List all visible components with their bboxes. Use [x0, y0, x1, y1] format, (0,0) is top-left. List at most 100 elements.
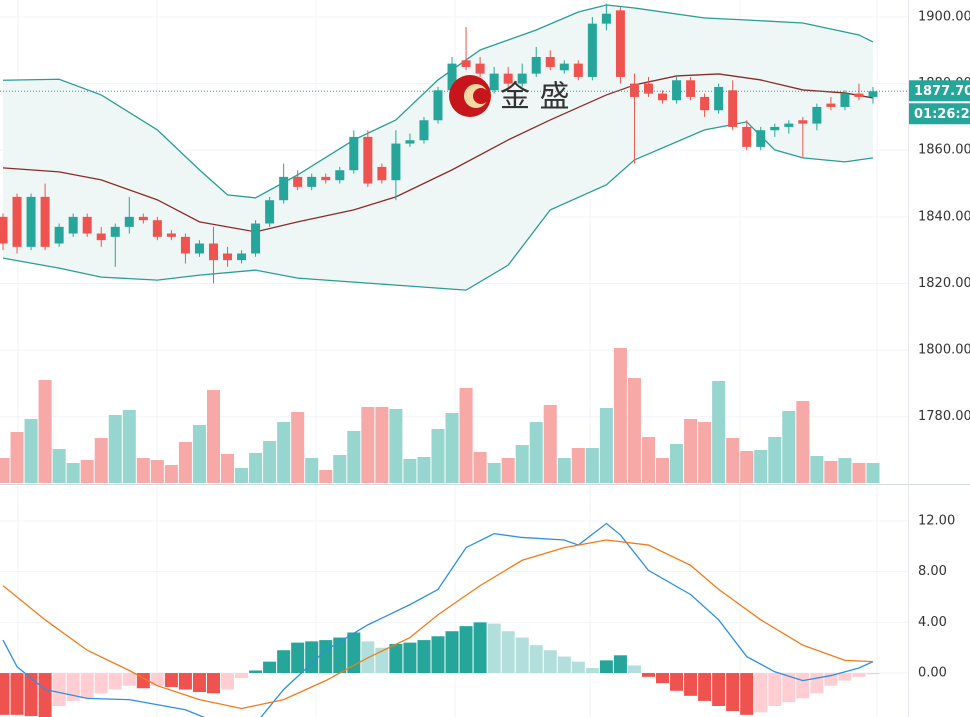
- volume-bar: [221, 454, 235, 483]
- candle-body: [377, 166, 387, 181]
- volume-bar: [838, 458, 852, 483]
- histogram-bar: [810, 673, 824, 694]
- candle-body: [405, 140, 415, 144]
- volume-bar: [557, 458, 571, 483]
- volume-bar: [656, 458, 670, 483]
- volume-bar: [684, 419, 698, 483]
- candle-body: [40, 196, 50, 247]
- volume-bar: [66, 463, 80, 483]
- volume-bar: [108, 415, 122, 483]
- candle-body: [180, 236, 190, 254]
- volume-bar: [712, 381, 726, 483]
- volume-bar: [38, 380, 52, 483]
- volume-bar: [403, 459, 417, 483]
- indicator-line: [2, 522, 874, 717]
- volume-bar: [852, 463, 866, 483]
- volume-bar: [740, 451, 754, 483]
- volume-bar: [641, 437, 655, 483]
- candle-body: [110, 226, 120, 237]
- candle-body: [461, 60, 471, 67]
- histogram-bar: [613, 655, 627, 674]
- macd-pane: [0, 522, 880, 717]
- histogram-bar: [796, 673, 810, 699]
- histogram-bar: [263, 661, 277, 674]
- candle-body: [54, 226, 64, 244]
- volume-bar: [150, 460, 164, 483]
- candle-body: [447, 63, 457, 91]
- volume-bar: [810, 456, 824, 483]
- histogram-bar: [459, 626, 473, 674]
- histogram-bar: [684, 673, 698, 696]
- y-tick-label: 1860.00: [918, 143, 970, 158]
- volume-bar: [0, 458, 10, 483]
- candle-body: [12, 196, 22, 247]
- histogram-bar: [94, 673, 108, 694]
- histogram-bar: [249, 670, 263, 674]
- candle-body: [545, 56, 555, 67]
- histogram-bar: [66, 673, 80, 701]
- candle-body: [840, 93, 850, 107]
- candle-body: [784, 123, 794, 127]
- volume-bar: [277, 422, 291, 483]
- volume-bar: [487, 463, 501, 483]
- histogram-bar: [291, 642, 305, 674]
- candle-body: [503, 73, 513, 84]
- histogram-bar: [38, 673, 52, 717]
- volume-bar: [206, 390, 220, 483]
- volume-bar: [305, 458, 319, 483]
- histogram-bar: [698, 673, 712, 701]
- volume-bar: [164, 465, 178, 483]
- candle-body: [742, 126, 752, 147]
- volume-bar: [192, 425, 206, 483]
- indicator-line: [2, 4, 874, 199]
- histogram-bar: [150, 673, 164, 686]
- candle-body: [223, 253, 233, 261]
- volume-bar: [178, 442, 192, 483]
- histogram-bar: [641, 673, 655, 677]
- volume-bar: [235, 468, 249, 483]
- candle-body: [152, 220, 162, 237]
- histogram-bar: [0, 673, 10, 715]
- volume-bar: [613, 348, 627, 483]
- volume-bar: [670, 444, 684, 483]
- candle-body: [728, 90, 738, 127]
- volume-bar: [445, 413, 459, 483]
- candle-body: [419, 120, 429, 141]
- y-tick-label: 8.00: [918, 564, 947, 579]
- candle-body: [68, 216, 78, 234]
- volume-bar: [263, 441, 277, 483]
- histogram-bar: [10, 673, 24, 715]
- volume-bar: [473, 452, 487, 483]
- last-price-label: 1877.70: [914, 84, 970, 99]
- volume-bar: [627, 378, 641, 483]
- volume-bar: [866, 463, 880, 483]
- histogram-bar: [670, 673, 684, 691]
- histogram-bar: [782, 673, 796, 703]
- candle-body: [26, 196, 36, 247]
- volume-bar: [347, 431, 361, 483]
- candle-body: [672, 80, 682, 101]
- histogram-bar: [543, 650, 557, 674]
- histogram-bar: [529, 645, 543, 674]
- volume-bar: [431, 429, 445, 483]
- candle-body: [0, 216, 8, 244]
- histogram-bar: [852, 673, 866, 677]
- volume-bar: [796, 401, 810, 483]
- candle-body: [798, 120, 808, 124]
- histogram-bar: [445, 631, 459, 674]
- candle-body: [854, 93, 864, 97]
- histogram-bar: [319, 640, 333, 674]
- histogram-bar: [333, 637, 347, 674]
- candle-body: [812, 106, 822, 124]
- volume-bar: [459, 388, 473, 483]
- histogram-bar: [192, 673, 206, 693]
- histogram-bar: [431, 636, 445, 674]
- candle-body: [517, 73, 527, 84]
- volume-bar: [501, 458, 515, 483]
- indicator-line: [2, 539, 874, 710]
- y-tick-label: 4.00: [918, 615, 947, 630]
- last-price-tag: [909, 80, 970, 102]
- candle-body: [237, 253, 247, 261]
- histogram-bar: [866, 673, 880, 675]
- histogram-bar: [487, 623, 501, 674]
